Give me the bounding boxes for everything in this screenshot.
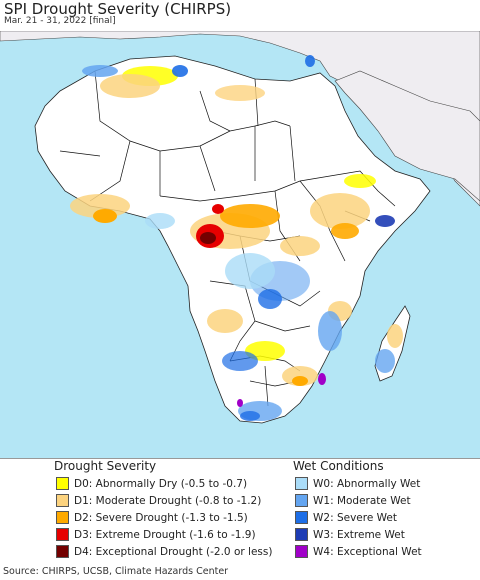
legend-label-w2: W2: Severe Wet (313, 511, 397, 524)
d1-patch (387, 324, 403, 348)
legend-item-w2: W2: Severe Wet (295, 511, 397, 524)
d2-patch (93, 209, 117, 223)
legend-item-w3: W3: Extreme Wet (295, 528, 405, 541)
w0-patch (225, 253, 275, 289)
swatch-w2 (295, 511, 308, 524)
swatch-w4 (295, 545, 308, 558)
legend-label-d0: D0: Abnormally Dry (-0.5 to -0.7) (74, 477, 248, 490)
legend-item-w0: W0: Abnormally Wet (295, 477, 420, 490)
w1-patch (305, 55, 315, 67)
d1-patch (310, 193, 370, 229)
legend-label-d2: D2: Severe Drought (-1.3 to -1.5) (74, 511, 248, 524)
swatch-w0 (295, 477, 308, 490)
swatch-d0 (56, 477, 69, 490)
wet-patches (82, 55, 395, 421)
drought-legend-title: Drought Severity (54, 459, 157, 473)
d1-patch (215, 85, 265, 101)
swatch-d2 (56, 511, 69, 524)
wet-legend-title: Wet Conditions (293, 459, 384, 473)
w1-patch (318, 311, 342, 351)
legend-item-w1: W1: Moderate Wet (295, 494, 411, 507)
map-legend-separator (0, 458, 480, 459)
d1-patch (207, 309, 243, 333)
w2-patch (240, 411, 260, 421)
w4-patch (318, 373, 326, 385)
d2-patch (220, 204, 280, 228)
d2-patch (292, 376, 308, 386)
d4-patch (200, 232, 216, 244)
legend-label-d1: D1: Moderate Drought (-0.8 to -1.2) (74, 494, 262, 507)
d0-patch (344, 174, 376, 188)
d1-patch (70, 194, 130, 218)
legend-item-d0: D0: Abnormally Dry (-0.5 to -0.7) (56, 477, 247, 490)
w1-patch (82, 65, 118, 77)
drought-map (0, 31, 480, 458)
w4-patch (237, 399, 243, 407)
source-credit: Source: CHIRPS, UCSB, Climate Hazards Ce… (3, 566, 229, 577)
swatch-w1 (295, 494, 308, 507)
arabian-peninsula (334, 70, 480, 202)
drought-patches (70, 66, 403, 386)
legend-label-w0: W0: Abnormally Wet (313, 477, 421, 490)
w0-patch (145, 213, 175, 229)
legend-item-w4: W4: Exceptional Wet (295, 545, 422, 558)
legend-label-w3: W3: Extreme Wet (313, 528, 405, 541)
w2-patch (172, 65, 188, 77)
legend-item-d1: D1: Moderate Drought (-0.8 to -1.2) (56, 494, 261, 507)
legend-label-w4: W4: Exceptional Wet (313, 545, 422, 558)
w1-patch (375, 349, 395, 373)
legend-label-d3: D3: Extreme Drought (-1.6 to -1.9) (74, 528, 256, 541)
d1-patch (100, 74, 160, 98)
d1-patch (280, 236, 320, 256)
w2-patch (258, 289, 282, 309)
w3-patch (375, 215, 395, 227)
swatch-d3 (56, 528, 69, 541)
d3-patch (212, 204, 224, 214)
legend-label-w1: W1: Moderate Wet (313, 494, 411, 507)
map-subtitle: Mar. 21 - 31, 2022 [final] (4, 16, 116, 26)
w2-patch (222, 351, 258, 371)
swatch-d4 (56, 545, 69, 558)
swatch-w3 (295, 528, 308, 541)
legend-item-d2: D2: Severe Drought (-1.3 to -1.5) (56, 511, 248, 524)
d2-patch (331, 223, 359, 239)
legend-label-d4: D4: Exceptional Drought (-2.0 or less) (74, 545, 273, 558)
map-title: SPI Drought Severity (CHIRPS) (4, 0, 232, 18)
swatch-d1 (56, 494, 69, 507)
legend-item-d3: D3: Extreme Drought (-1.6 to -1.9) (56, 528, 256, 541)
legend-item-d4: D4: Exceptional Drought (-2.0 or less) (56, 545, 272, 558)
